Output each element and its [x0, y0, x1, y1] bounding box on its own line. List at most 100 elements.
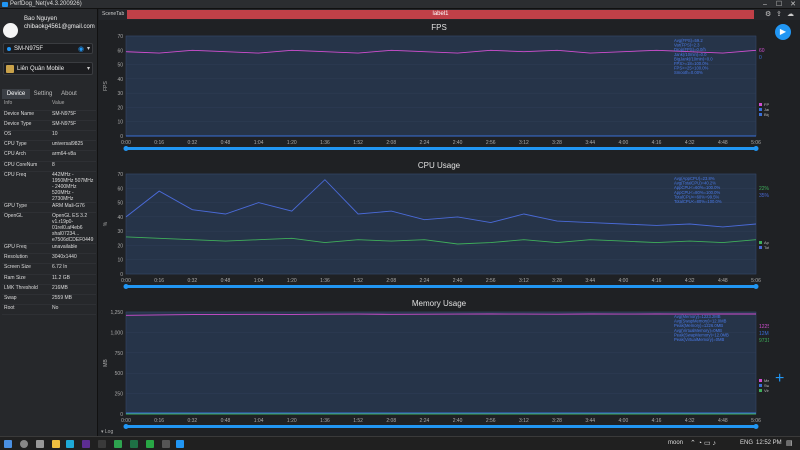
charts-svg: FPS 70 60 50 40 30 20 10 0 FPS 0:00 0:16 0:32 0:48 1:0… — [103, 23, 800, 429]
x-tick-label: 4:48 — [718, 418, 728, 424]
x-tick-label: 2:56 — [486, 278, 496, 284]
table-row: CPU Type universal9825 — [2, 141, 96, 151]
info-key: Device Type — [4, 120, 32, 127]
log-tab[interactable]: ▾ Log — [101, 429, 131, 436]
table-row: OS 10 — [2, 131, 96, 141]
info-value: 10 — [52, 131, 58, 138]
info-value: 8 — [52, 161, 55, 168]
x-tick-label: 2:24 — [420, 278, 430, 284]
scene-label-bar[interactable]: label1 — [127, 10, 754, 19]
x-tick-label: 0:00 — [121, 278, 131, 284]
x-tick-label: 1:52 — [353, 140, 363, 146]
title-bar: PerfDog_Net(v4.3.200926) – ☐ ✕ — [0, 0, 800, 9]
chrome-icon[interactable] — [114, 440, 122, 448]
search-icon[interactable] — [20, 440, 28, 448]
info-value: 6.72 In — [52, 264, 68, 271]
stats-text: Avg(SwapMemory)=12.0MB — [674, 319, 727, 324]
x-tick-label: 1:20 — [287, 140, 297, 146]
user-email: chibaokg4561@gmail.com — [24, 24, 95, 30]
x-tick-label: 1:52 — [353, 278, 363, 284]
table-row: OpenGL OpenGL ES 3.2 v1.r19p0-01rel0.af4e… — [2, 213, 96, 244]
stats-text: Peak(SwapMemory)=12.0MB — [674, 332, 729, 337]
tool-icon[interactable] — [162, 440, 170, 448]
x-tick-label: 0:16 — [154, 418, 164, 424]
x-tick-label: 4:16 — [652, 278, 662, 284]
language-indicator[interactable]: ENG — [740, 440, 754, 446]
x-tick-label: 1:04 — [254, 140, 264, 146]
close-button[interactable]: ✕ — [790, 1, 796, 8]
info-value: unavailable — [52, 244, 78, 250]
sidebar: Bao Nguyen chibaokg4561@gmail.com SM-N97… — [0, 9, 98, 436]
tab-setting[interactable]: Setting — [33, 91, 53, 97]
x-tick-label: 4:32 — [685, 140, 695, 146]
timeline-handle-right — [753, 146, 759, 151]
cloud-icon[interactable]: ☁ — [787, 11, 794, 18]
device-dropdown[interactable]: SM-N975F ◉ ▾ — [3, 43, 93, 54]
weather-text: moon — [668, 440, 684, 446]
chart-title: CPU Usage — [418, 161, 461, 170]
timeline-handle-left — [123, 146, 129, 151]
chart-title: FPS — [431, 23, 447, 32]
x-tick-label: 4:48 — [718, 278, 728, 284]
info-value: SM-N975F — [52, 120, 77, 127]
maximize-button[interactable]: ☐ — [775, 1, 783, 8]
notification-icon[interactable]: ▤ — [786, 440, 793, 447]
x-tick-label: 3:44 — [585, 140, 595, 146]
stats-text: Jank(/10min)=0.0 — [674, 52, 707, 57]
file-explorer-icon[interactable] — [52, 440, 60, 448]
info-value: 3040x1440 — [52, 254, 77, 261]
info-value: 442MHz - 1950MHz 507MHz - 2400MHz 520MHz… — [52, 171, 94, 202]
x-tick-label: 5:06 — [751, 140, 761, 146]
android-icon — [7, 47, 11, 51]
stats-text: Avg(VirtualMemory)=0MB — [674, 328, 722, 333]
x-tick-label: 2:08 — [386, 418, 396, 424]
edge-icon[interactable] — [66, 440, 74, 448]
settings-icon[interactable]: ⚙ — [765, 11, 772, 18]
y-tick-label: 0 — [120, 412, 123, 418]
info-key: Swap — [4, 294, 17, 301]
tab-device[interactable]: Device — [2, 89, 30, 99]
export-icon[interactable]: ⇪ — [776, 11, 782, 18]
app-icon[interactable] — [98, 440, 106, 448]
table-row: Root No — [2, 305, 96, 315]
play-button[interactable]: ▶ — [775, 24, 791, 40]
tray-icons[interactable]: ⌃ ◔ ▭ ♪ — [690, 440, 717, 447]
y-tick-label: 1,250 — [110, 310, 123, 316]
stats-text: AppCPU<=60%=100.0% — [674, 185, 720, 190]
info-key: Device Name — [4, 110, 35, 117]
x-tick-label: 4:48 — [718, 140, 728, 146]
clock[interactable]: 12:52 PM — [756, 440, 782, 446]
perfdog-icon[interactable] — [176, 440, 184, 448]
legend-swatch — [759, 241, 762, 244]
stats-text: Avg(FPS)=59.2 — [674, 38, 703, 43]
app-dropdown[interactable]: Liên Quân Mobile ▾ — [3, 62, 93, 75]
minimize-button[interactable]: – — [763, 1, 767, 8]
table-row: LMK Threshold 216MB — [2, 284, 96, 295]
y-tick-label: 0 — [120, 134, 123, 140]
info-key: LMK Threshold — [4, 284, 38, 291]
add-chart-button[interactable]: + — [775, 370, 785, 387]
info-key: Screen Size — [4, 264, 31, 271]
stats-text: Avg(TotalCPU)=40.2% — [674, 181, 716, 186]
y-tick-label: 50 — [117, 63, 123, 69]
x-tick-label: 1:04 — [254, 278, 264, 284]
series-line-appcpu — [125, 236, 757, 245]
avatar[interactable] — [3, 23, 18, 38]
store-icon[interactable] — [82, 440, 90, 448]
info-value: SM-N975F — [52, 110, 77, 117]
scene-tab-label[interactable]: SceneTab — [102, 11, 125, 17]
windows-start-icon[interactable] — [4, 440, 12, 448]
x-tick-label: 3:28 — [552, 140, 562, 146]
messenger-icon[interactable] — [146, 440, 154, 448]
excel-icon[interactable] — [130, 440, 138, 448]
stats-text: FPS>=18=100.0% — [674, 61, 709, 66]
table-row: Screen Size 6.72 In — [2, 264, 96, 275]
info-key: CPU Type — [4, 141, 27, 148]
task-view-icon[interactable] — [36, 440, 44, 448]
x-tick-label: 1:04 — [254, 418, 264, 424]
x-tick-label: 4:16 — [652, 140, 662, 146]
info-key: CPU CoreNum — [4, 161, 38, 168]
info-key: OS — [4, 131, 12, 138]
tab-about[interactable]: About — [61, 91, 77, 97]
table-row: Device Type SM-N975F — [2, 120, 96, 131]
